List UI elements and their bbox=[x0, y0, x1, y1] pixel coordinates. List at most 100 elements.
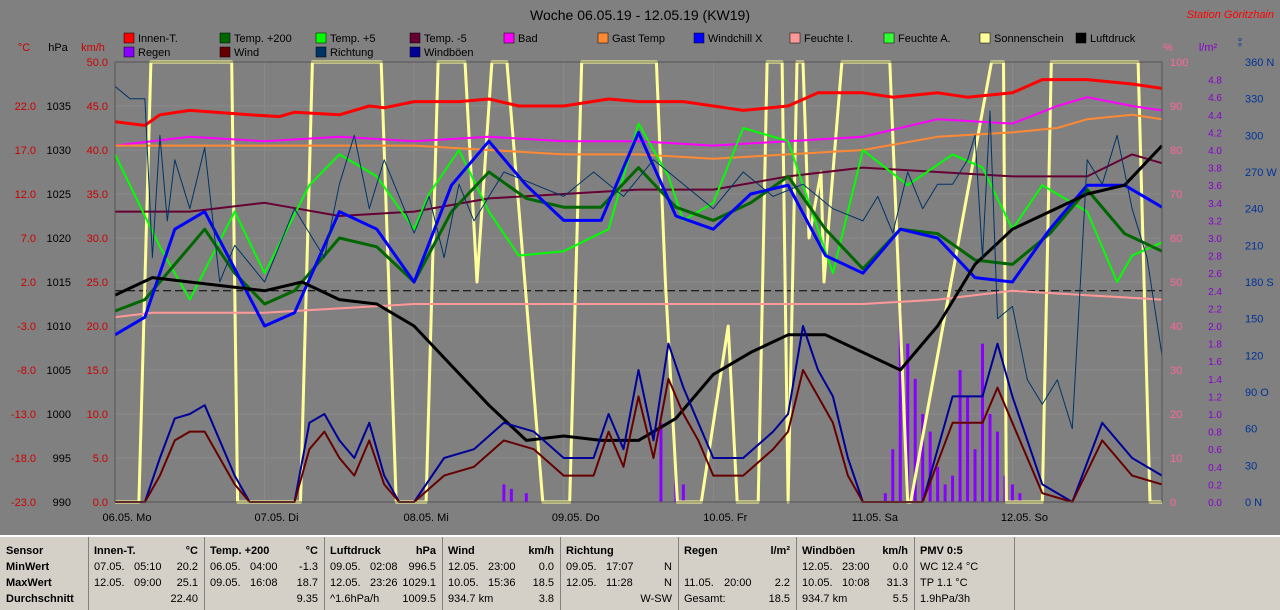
direction-tick: 150 bbox=[1245, 314, 1263, 326]
stats-cell: 02:08 bbox=[370, 561, 398, 573]
day-label: 09.05. Do bbox=[552, 512, 600, 524]
stats-cell: 05:10 bbox=[134, 561, 162, 573]
rain-bar bbox=[943, 484, 947, 502]
stats-cell: 20:00 bbox=[724, 577, 752, 589]
rain-tick: 3.6 bbox=[1208, 181, 1222, 192]
rain-bar bbox=[1018, 493, 1022, 502]
rain-tick: 4.4 bbox=[1208, 111, 1222, 122]
stats-cell: 18.7 bbox=[296, 577, 318, 589]
legend-swatch bbox=[123, 46, 135, 58]
rain-tick: 4.0 bbox=[1208, 146, 1222, 157]
direction-tick: 240 bbox=[1245, 204, 1263, 216]
rain-tick: 3.2 bbox=[1208, 216, 1222, 227]
stats-cell: 9.35 bbox=[296, 593, 318, 605]
stats-cell: 996.5 bbox=[408, 561, 436, 573]
rain-bar bbox=[1010, 484, 1014, 502]
direction-tick: 210 bbox=[1245, 240, 1263, 252]
plot-border bbox=[114, 61, 1163, 503]
stats-column: Temp. +200 °C 06.05. 04:00 -1.3 09.05. 16:08 18… bbox=[204, 537, 325, 610]
temp-tick: -8.0 bbox=[17, 365, 36, 377]
temp-tick: -13.0 bbox=[11, 409, 36, 421]
humidity-tick: 50 bbox=[1170, 277, 1182, 289]
legend-swatch bbox=[409, 46, 421, 58]
direction-tick: 360 N bbox=[1245, 57, 1274, 69]
rain-tick: 4.6 bbox=[1208, 93, 1222, 104]
stats-column: Windböen km/h 12.05. 23:00 0.0 10.05. 10:08 31.… bbox=[796, 537, 915, 610]
stats-cell: 1.9hPa/3h bbox=[920, 593, 971, 605]
pressure-tick: 1030 bbox=[47, 145, 71, 157]
day-label: 10.05. Fr bbox=[703, 512, 747, 524]
stats-cell: Innen-T. bbox=[94, 545, 136, 557]
day-label: 11.05. Sa bbox=[852, 512, 899, 524]
stats-cell: Temp. +200 bbox=[210, 545, 270, 557]
stats-cell: 23:26 bbox=[370, 577, 398, 589]
stats-cell: 11:28 bbox=[606, 577, 633, 589]
stats-cell: km/h bbox=[882, 545, 908, 557]
stats-cell: -1.3 bbox=[299, 561, 318, 573]
rain-bar bbox=[891, 449, 895, 502]
legend-swatch bbox=[315, 46, 327, 58]
wind-tick: 5.0 bbox=[93, 453, 108, 465]
direction-tick: 180 S bbox=[1245, 277, 1274, 289]
legend-label: Sonnenschein bbox=[994, 33, 1064, 45]
legend-label: Regen bbox=[138, 47, 170, 59]
stats-cell: 12.05. bbox=[94, 577, 125, 589]
legend-swatch bbox=[409, 32, 421, 44]
rain-tick: 0.6 bbox=[1208, 445, 1222, 456]
humidity-tick: 80 bbox=[1170, 145, 1182, 157]
stats-cell: 18.5 bbox=[532, 577, 554, 589]
rain-bar bbox=[898, 308, 902, 502]
stats-cell: PMV 0:5 bbox=[920, 545, 963, 557]
stats-cell: 16:08 bbox=[250, 577, 278, 589]
humidity-tick: 60 bbox=[1170, 233, 1182, 245]
stats-cell: 04:00 bbox=[250, 561, 278, 573]
day-label: 07.05. Di bbox=[255, 512, 299, 524]
stats-cell: 18.5 bbox=[768, 593, 790, 605]
stats-cell: 12.05. bbox=[802, 561, 833, 573]
legend-label: Bad bbox=[518, 33, 538, 45]
wind-tick: 20.0 bbox=[87, 321, 108, 333]
stats-cell: 0.0 bbox=[538, 561, 554, 573]
stats-cell: 12.05. bbox=[566, 577, 597, 589]
rain-bar bbox=[509, 488, 513, 502]
stats-cell: Luftdruck bbox=[330, 545, 381, 557]
stats-cell: 934.7 km bbox=[802, 593, 848, 605]
rain-tick: 0.8 bbox=[1208, 428, 1222, 439]
series-richtung bbox=[114, 86, 1163, 430]
series-temp-200 bbox=[114, 166, 1163, 313]
legend-swatch bbox=[219, 32, 231, 44]
temp-tick: 17.0 bbox=[15, 145, 36, 157]
stats-column: Sensor MinWert MaxWert Durchschnitt bbox=[0, 537, 89, 610]
pressure-tick: 1005 bbox=[47, 365, 71, 377]
stats-cell: 12.05. bbox=[330, 577, 361, 589]
day-label: 12.05. So bbox=[1001, 512, 1048, 524]
legend-label: Feuchte I. bbox=[804, 33, 853, 45]
axis-unit-pressure: hPa bbox=[48, 42, 68, 54]
pressure-tick: 1020 bbox=[47, 233, 71, 245]
humidity-tick: 100 bbox=[1170, 57, 1188, 69]
stats-column: Innen-T. °C 07.05. 05:10 20.2 12.05. 09:00 25.1… bbox=[88, 537, 205, 610]
rain-bar bbox=[883, 493, 887, 502]
stats-cell: Sensor bbox=[6, 545, 44, 557]
chart-title: Woche 06.05.19 - 12.05.19 (KW19) bbox=[530, 7, 750, 23]
legend-label: Feuchte A. bbox=[898, 33, 951, 45]
temp-tick: 12.0 bbox=[15, 189, 36, 201]
temp-tick: -18.0 bbox=[11, 453, 36, 465]
legend-swatch bbox=[597, 32, 609, 44]
rain-tick: 3.0 bbox=[1208, 234, 1222, 245]
stats-cell: Regen bbox=[684, 545, 718, 557]
series-bad bbox=[114, 96, 1163, 147]
rain-bar bbox=[913, 378, 917, 502]
stats-cell: 17:07 bbox=[606, 561, 634, 573]
stats-cell: 2.2 bbox=[774, 577, 790, 589]
stats-cell: 934.7 km bbox=[448, 593, 494, 605]
stats-cell: N bbox=[664, 577, 672, 589]
stats-cell: hPa bbox=[415, 545, 436, 557]
pressure-tick: 1025 bbox=[47, 189, 71, 201]
legend-label: Innen-T. bbox=[138, 33, 178, 45]
rain-tick: 2.2 bbox=[1208, 304, 1222, 315]
legend-label: Luftdruck bbox=[1090, 33, 1136, 45]
direction-tick: 330 bbox=[1245, 94, 1263, 106]
rain-bar bbox=[958, 370, 962, 502]
stats-column: Richtung 09.05. 17:07 N 12.05. 11:28 N W-SW bbox=[560, 537, 679, 610]
